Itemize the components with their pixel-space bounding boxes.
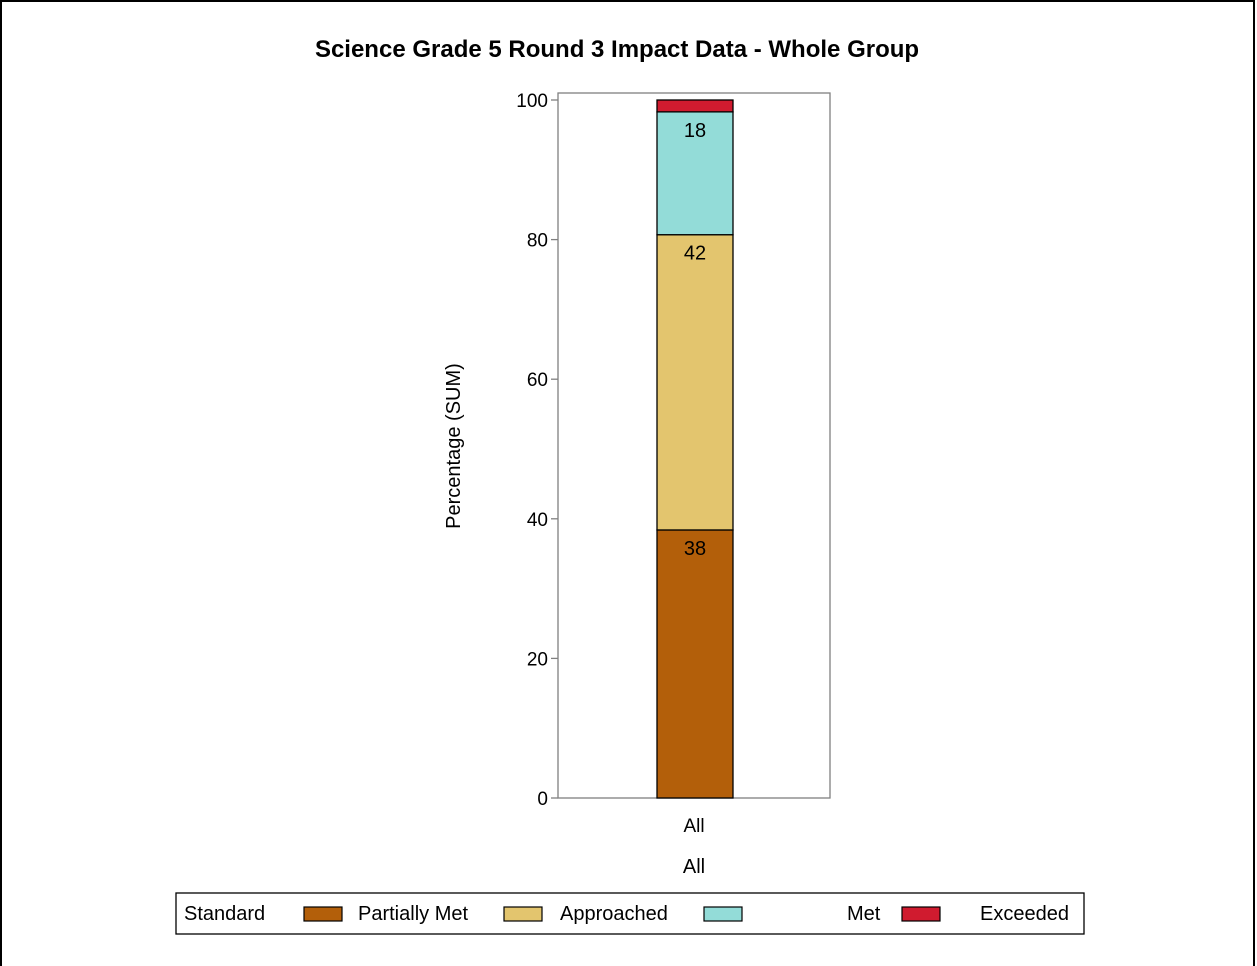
bar-segment-met [656,111,734,236]
legend-label: Partially Met [358,903,468,925]
legend: Standard Partially Met Approached Met Excee… [175,892,1085,935]
y-axis: 0 20 40 60 80 100 [516,91,558,810]
x-axis: All All [683,816,705,878]
data-label: 38 [684,538,706,560]
legend-swatch-partially-met [303,906,343,922]
bar-segment-approached [656,234,734,531]
legend-label: Exceeded [980,903,1069,925]
x-axis-label: All [683,856,705,878]
bar-stack: 38 42 18 [656,99,734,799]
y-tick-label: 40 [527,510,548,531]
legend-title: Standard [184,903,265,925]
legend-swatch-met [703,906,743,922]
chart-title: Science Grade 5 Round 3 Impact Data - Wh… [315,36,919,63]
legend-swatch-exceeded [901,906,941,922]
data-label: 18 [684,120,706,142]
legend-label: Approached [560,903,668,925]
y-tick-label: 0 [537,789,548,810]
y-tick-label: 60 [527,370,548,391]
y-tick-label: 20 [527,649,548,670]
legend-label: Met [847,903,881,925]
y-tick-label: 100 [516,91,548,112]
bar-segment-exceeded [656,99,734,113]
x-tick-label: All [683,816,704,837]
y-tick-label: 80 [527,231,548,252]
y-axis-label: Percentage (SUM) [443,363,465,529]
bar-segment-partially-met [656,529,734,799]
data-label: 42 [684,243,706,265]
legend-swatch-approached [503,906,543,922]
